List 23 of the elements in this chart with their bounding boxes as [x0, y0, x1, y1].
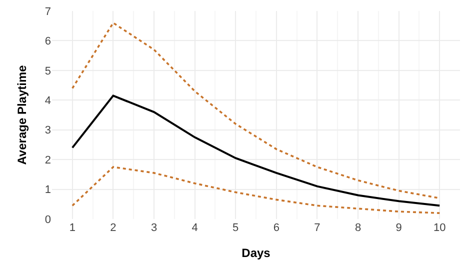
y-tick-label: 0 — [44, 214, 51, 226]
y-tick-label: 4 — [44, 94, 51, 107]
x-tick-label: 7 — [314, 222, 320, 234]
x-tick-label: 8 — [354, 222, 362, 234]
y-tick-label: 3 — [44, 124, 51, 137]
y-tick-label: 7 — [44, 6, 51, 18]
line-series — [71, 94, 441, 207]
y-axis-title: Average Playtime — [15, 64, 30, 165]
x-tick-label: 5 — [232, 222, 239, 234]
y-tick-label: 1 — [44, 184, 51, 196]
x-tick-label: 2 — [110, 222, 116, 234]
x-tick-label: 9 — [396, 222, 402, 234]
line-series — [72, 166, 440, 214]
y-tick-label: 6 — [44, 36, 51, 48]
x-tick-label: 4 — [192, 222, 198, 234]
y-tick-label: 2 — [44, 154, 51, 166]
x-tick-label: 1 — [69, 222, 76, 234]
x-axis-title: Days — [242, 246, 271, 260]
x-tick-label: 6 — [273, 222, 280, 234]
y-tick-label: 5 — [44, 65, 51, 78]
x-tick-label: 10 — [433, 222, 446, 234]
x-tick-label: 3 — [150, 222, 158, 234]
line-series — [72, 22, 440, 200]
